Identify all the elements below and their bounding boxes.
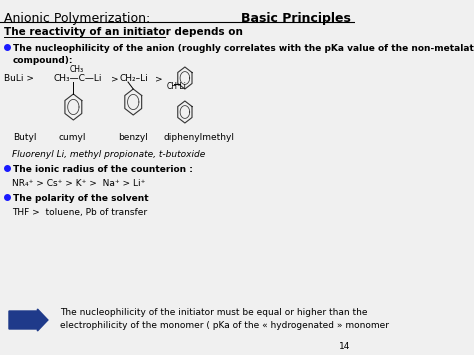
FancyArrow shape	[9, 309, 48, 331]
Text: CH₂–Li: CH₂–Li	[120, 74, 148, 83]
Text: CH₃—C—Li: CH₃—C—Li	[54, 74, 102, 83]
Text: Fluorenyl Li, methyl propionate, t-butoxide: Fluorenyl Li, methyl propionate, t-butox…	[12, 150, 205, 159]
Text: >: >	[111, 74, 118, 83]
Text: CH₃: CH₃	[70, 65, 84, 74]
Text: CH·Li: CH·Li	[166, 82, 186, 91]
Text: diphenylmethyl: diphenylmethyl	[163, 133, 234, 142]
Text: 14: 14	[339, 342, 350, 351]
Text: The nucleophilicity of the initiator must be equal or higher than the
electrophi: The nucleophilicity of the initiator mus…	[60, 308, 389, 329]
Text: benzyl: benzyl	[118, 133, 148, 142]
Text: NR₄⁺ > Cs⁺ > K⁺ >  Na⁺ > Li⁺: NR₄⁺ > Cs⁺ > K⁺ > Na⁺ > Li⁺	[12, 179, 146, 188]
Text: The nucleophilicity of the anion (roughly correlates with the pKa value of the n: The nucleophilicity of the anion (roughl…	[13, 44, 474, 65]
Text: The polarity of the solvent: The polarity of the solvent	[13, 194, 148, 203]
Text: The ionic radius of the counterion :: The ionic radius of the counterion :	[13, 165, 192, 174]
Text: Butyl: Butyl	[13, 133, 37, 142]
Text: BuLi >: BuLi >	[4, 74, 34, 83]
Text: Basic Principles: Basic Principles	[241, 12, 351, 25]
Text: cumyl: cumyl	[58, 133, 86, 142]
Text: The reactivity of an initiator depends on: The reactivity of an initiator depends o…	[4, 27, 243, 37]
Text: >: >	[155, 74, 163, 83]
Text: THF >  toluene, Pb of transfer: THF > toluene, Pb of transfer	[12, 208, 147, 217]
Text: Anionic Polymerization:: Anionic Polymerization:	[4, 12, 150, 25]
